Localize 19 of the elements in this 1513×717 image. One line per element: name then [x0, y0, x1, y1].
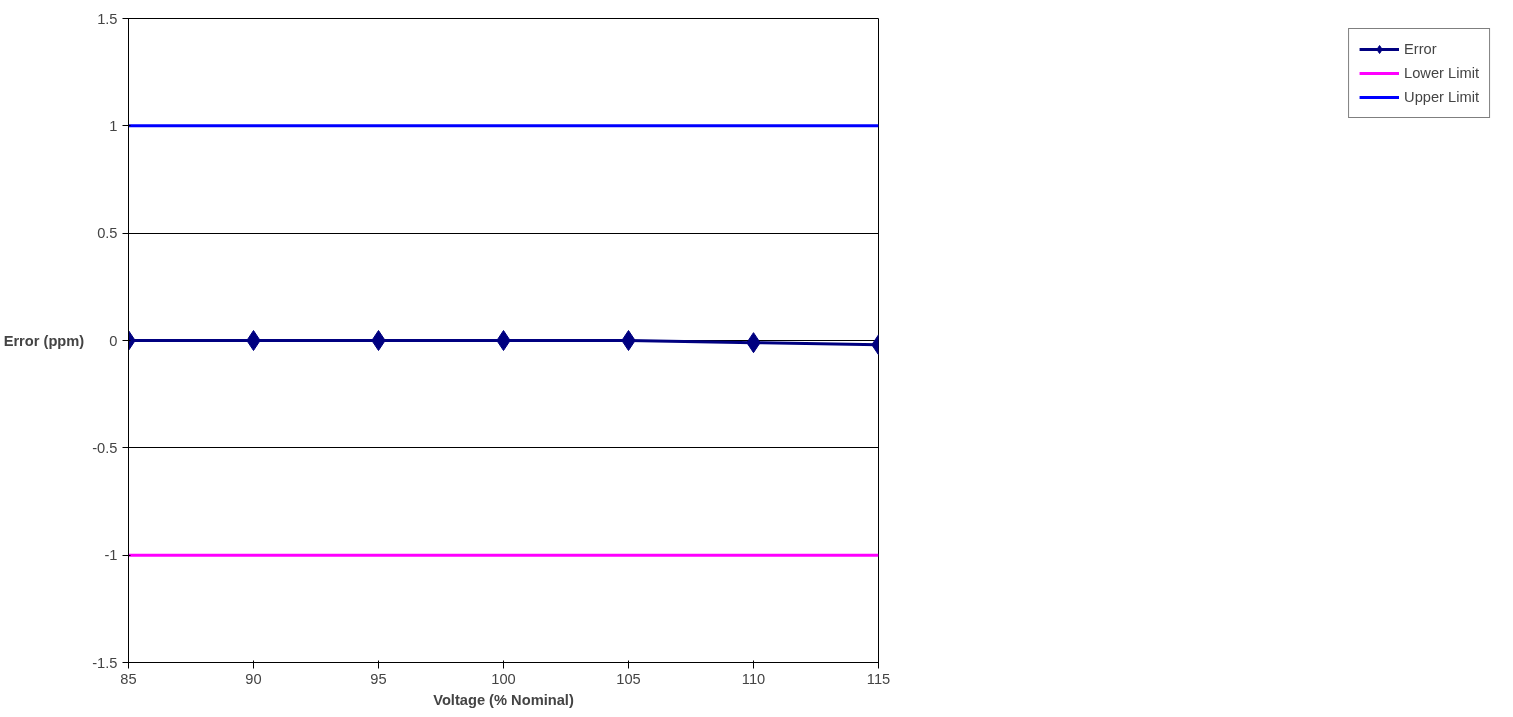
y-axis-title: Error (ppm) — [3, 332, 85, 349]
y-tick-label: -1.5 — [92, 654, 118, 671]
x-tick-label: 95 — [370, 670, 387, 687]
y-tick-label: -1 — [104, 547, 118, 564]
x-tick-label: 100 — [491, 670, 516, 687]
y-tick-label: 1 — [109, 117, 118, 134]
x-tick-label: 115 — [866, 670, 891, 687]
legend-label: Upper Limit — [1404, 89, 1479, 105]
x-tick-label: 85 — [120, 670, 137, 687]
y-tick-label: 1.5 — [97, 10, 118, 27]
y-tick-label: 0.5 — [97, 225, 118, 242]
legend-label: Error — [1404, 41, 1437, 57]
x-tick-label: 105 — [616, 670, 641, 687]
x-axis-title: Voltage (% Nominal) — [433, 691, 574, 708]
y-tick-label: -0.5 — [92, 439, 118, 456]
y-tick-label: 0 — [109, 332, 118, 349]
x-tick-label: 90 — [245, 670, 262, 687]
legend-label: Lower Limit — [1404, 65, 1479, 81]
x-tick-label: 110 — [741, 670, 766, 687]
